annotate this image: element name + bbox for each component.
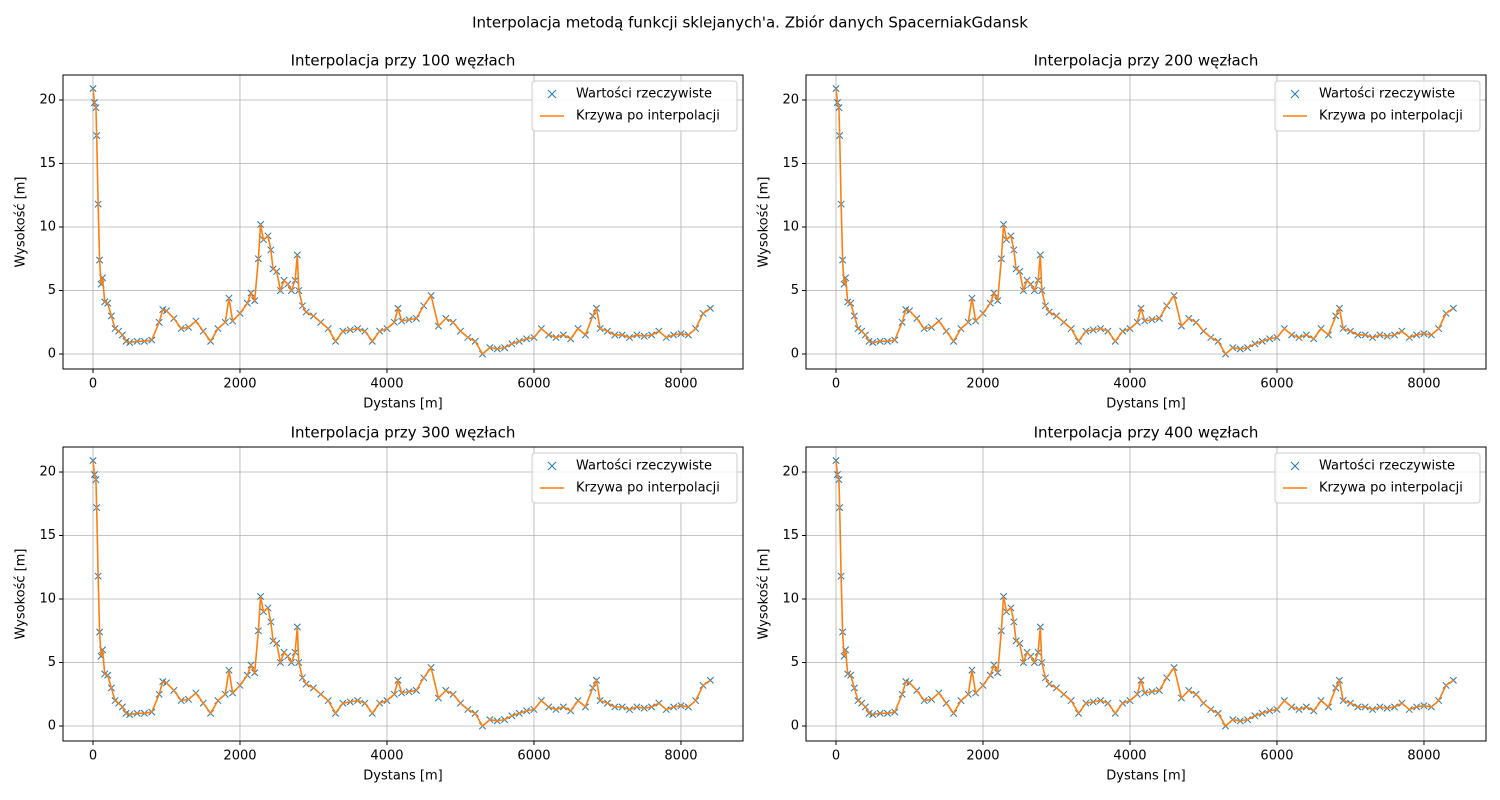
axes-frame: [805, 446, 1487, 742]
x-tick-label: 4000: [370, 749, 403, 764]
legend-box: [531, 80, 738, 132]
y-tick-label: 10: [782, 220, 799, 235]
plot-area: [89, 457, 714, 730]
subplot: 0 2000 4000 6000 8000 0 5 10 15 20 Interpolacja pr…: [757, 52, 1487, 412]
legend-label: Wartości rzeczywiste: [1319, 459, 1455, 474]
x-tick-label: 0: [832, 749, 840, 764]
legend-swatch: [547, 461, 557, 471]
x-tick-label: 2000: [223, 377, 256, 392]
legend-box: [1274, 80, 1481, 132]
y-tick-label: 0: [791, 719, 799, 734]
x-tick-label: 6000: [517, 749, 550, 764]
x-tick-label: 4000: [370, 377, 403, 392]
legend-swatch: [1290, 461, 1300, 471]
marker: [832, 457, 840, 465]
x-tick-label: 4000: [1113, 377, 1146, 392]
legend-label: Krzywa po interpolacji: [576, 481, 720, 496]
y-tick-label: 20: [39, 93, 56, 108]
series-line: [835, 460, 1454, 728]
subplot: 0 2000 4000 6000 8000 0 5 10 15 20 Interpolacja pr…: [757, 424, 1487, 784]
legend-label: Wartości rzeczywiste: [576, 87, 712, 102]
axes-title: Interpolacja przy 400 węzłach: [1034, 424, 1259, 442]
figure-title: Interpolacja metodą funkcji sklejanych'a…: [472, 14, 1028, 32]
x-tick-label: 0: [89, 749, 97, 764]
x-tick-label: 0: [832, 377, 840, 392]
x-tick-label: 2000: [223, 749, 256, 764]
y-tick-label: 0: [48, 347, 56, 362]
y-tick-label: 15: [782, 156, 799, 171]
legend-label: Wartości rzeczywiste: [1319, 87, 1455, 102]
y-tick-label: 15: [39, 156, 56, 171]
series-line: [92, 460, 711, 728]
axes-title: Interpolacja przy 200 węzłach: [1034, 52, 1259, 70]
x-tick-label: 6000: [1260, 749, 1293, 764]
axes-title: Interpolacja przy 300 węzłach: [291, 424, 516, 442]
marker: [832, 85, 840, 93]
y-tick-label: 15: [782, 528, 799, 543]
plot-area: [832, 457, 1457, 730]
y-tick-label: 20: [782, 465, 799, 480]
y-axis-label: Wysokość [m]: [757, 177, 772, 268]
series-line: [835, 88, 1454, 356]
series-line: [92, 88, 711, 356]
axes-frame: [62, 446, 744, 742]
axes-frame: [805, 74, 1487, 370]
legend-swatch: [547, 89, 557, 99]
y-axis-label: Wysokość [m]: [14, 177, 29, 268]
x-tick-label: 6000: [1260, 377, 1293, 392]
legend-swatch: [1290, 89, 1300, 99]
y-tick-label: 20: [782, 93, 799, 108]
legend-box: [531, 452, 738, 504]
y-tick-label: 5: [791, 655, 799, 670]
x-tick-label: 2000: [966, 749, 999, 764]
y-tick-label: 0: [48, 719, 56, 734]
plot-area: [832, 85, 1457, 358]
legend-label: Krzywa po interpolacji: [1319, 109, 1463, 124]
x-tick-label: 8000: [1407, 749, 1440, 764]
x-tick-label: 6000: [517, 377, 550, 392]
x-tick-label: 8000: [1407, 377, 1440, 392]
y-tick-label: 5: [791, 283, 799, 298]
y-tick-label: 5: [48, 283, 56, 298]
marker: [89, 457, 97, 465]
y-tick-label: 5: [48, 655, 56, 670]
legend-box: [1274, 452, 1481, 504]
subplot: 0 2000 4000 6000 8000 0 5 10 15 20 Interpolacja pr…: [14, 424, 744, 784]
x-tick-label: 8000: [664, 749, 697, 764]
y-tick-label: 0: [791, 347, 799, 362]
x-tick-label: 0: [89, 377, 97, 392]
marker: [89, 85, 97, 93]
y-axis-label: Wysokość [m]: [14, 549, 29, 640]
x-tick-label: 8000: [664, 377, 697, 392]
legend-label: Krzywa po interpolacji: [1319, 481, 1463, 496]
y-tick-label: 20: [39, 465, 56, 480]
x-axis-label: Dystans [m]: [1106, 397, 1186, 412]
x-tick-label: 4000: [1113, 749, 1146, 764]
subplot: 0 2000 4000 6000 8000 0 5 10 15 20 Interpolacja pr…: [14, 52, 744, 412]
x-axis-label: Dystans [m]: [363, 769, 443, 784]
x-tick-label: 2000: [966, 377, 999, 392]
legend-label: Wartości rzeczywiste: [576, 459, 712, 474]
y-axis-label: Wysokość [m]: [757, 549, 772, 640]
y-tick-label: 10: [782, 592, 799, 607]
y-tick-label: 15: [39, 528, 56, 543]
x-axis-label: Dystans [m]: [363, 397, 443, 412]
legend-label: Krzywa po interpolacji: [576, 109, 720, 124]
x-axis-label: Dystans [m]: [1106, 769, 1186, 784]
axes-title: Interpolacja przy 100 węzłach: [291, 52, 516, 70]
plot-area: [89, 85, 714, 358]
axes-frame: [62, 74, 744, 370]
y-tick-label: 10: [39, 592, 56, 607]
y-tick-label: 10: [39, 220, 56, 235]
